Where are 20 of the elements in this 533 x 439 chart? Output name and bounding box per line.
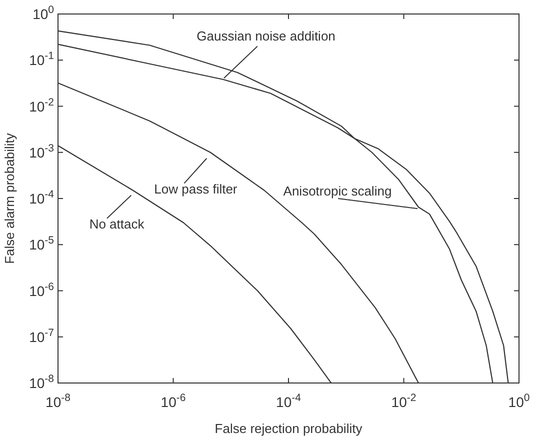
y-tick-label: 10$^{-7}$ [29, 326, 54, 345]
y-tick-label: 10$^{-3}$ [29, 142, 54, 160]
y-axis-title: False alarm probability [2, 132, 17, 264]
x-tick-label: 10$^{-4}$ [276, 392, 302, 410]
series-label: Anisotropic scaling [283, 183, 392, 198]
x-tick-label: 10$^{-8}$ [46, 392, 71, 410]
y-tick-label: 10$^{-8}$ [29, 373, 54, 391]
legend-label: Gaussian noise addition [196, 28, 336, 44]
y-tick-label: 10$^{-2}$ [29, 96, 54, 114]
x-tick-label: 10$^{0}$ [508, 392, 530, 410]
y-tick-label: 10$^{-4}$ [29, 188, 54, 206]
legend-label: No attack [89, 216, 145, 232]
y-tick-label: 10$^{0}$ [32, 4, 54, 22]
y-tick-label: 10$^{-5}$ [29, 234, 54, 253]
x-tick-label: 10$^{-2}$ [391, 392, 416, 410]
y-tick-label: 10$^{-1}$ [29, 50, 54, 68]
y-tick-label: 10$^{-6}$ [29, 280, 54, 299]
x-axis-title: False rejection probability [214, 421, 363, 436]
x-tick-label: 10$^{-6}$ [160, 392, 186, 410]
legend-label: Low pass filter [154, 181, 238, 196]
